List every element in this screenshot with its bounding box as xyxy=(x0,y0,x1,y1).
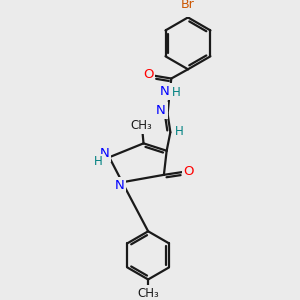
Text: H: H xyxy=(175,125,184,138)
Text: N: N xyxy=(100,147,110,160)
Text: N: N xyxy=(160,85,170,98)
Text: N: N xyxy=(115,178,124,191)
Text: CH₃: CH₃ xyxy=(137,287,159,300)
Text: H: H xyxy=(172,86,180,99)
Text: Br: Br xyxy=(181,0,195,11)
Text: N: N xyxy=(156,104,166,117)
Text: CH₃: CH₃ xyxy=(131,119,152,132)
Text: H: H xyxy=(94,155,103,168)
Text: O: O xyxy=(143,68,153,81)
Text: O: O xyxy=(184,165,194,178)
